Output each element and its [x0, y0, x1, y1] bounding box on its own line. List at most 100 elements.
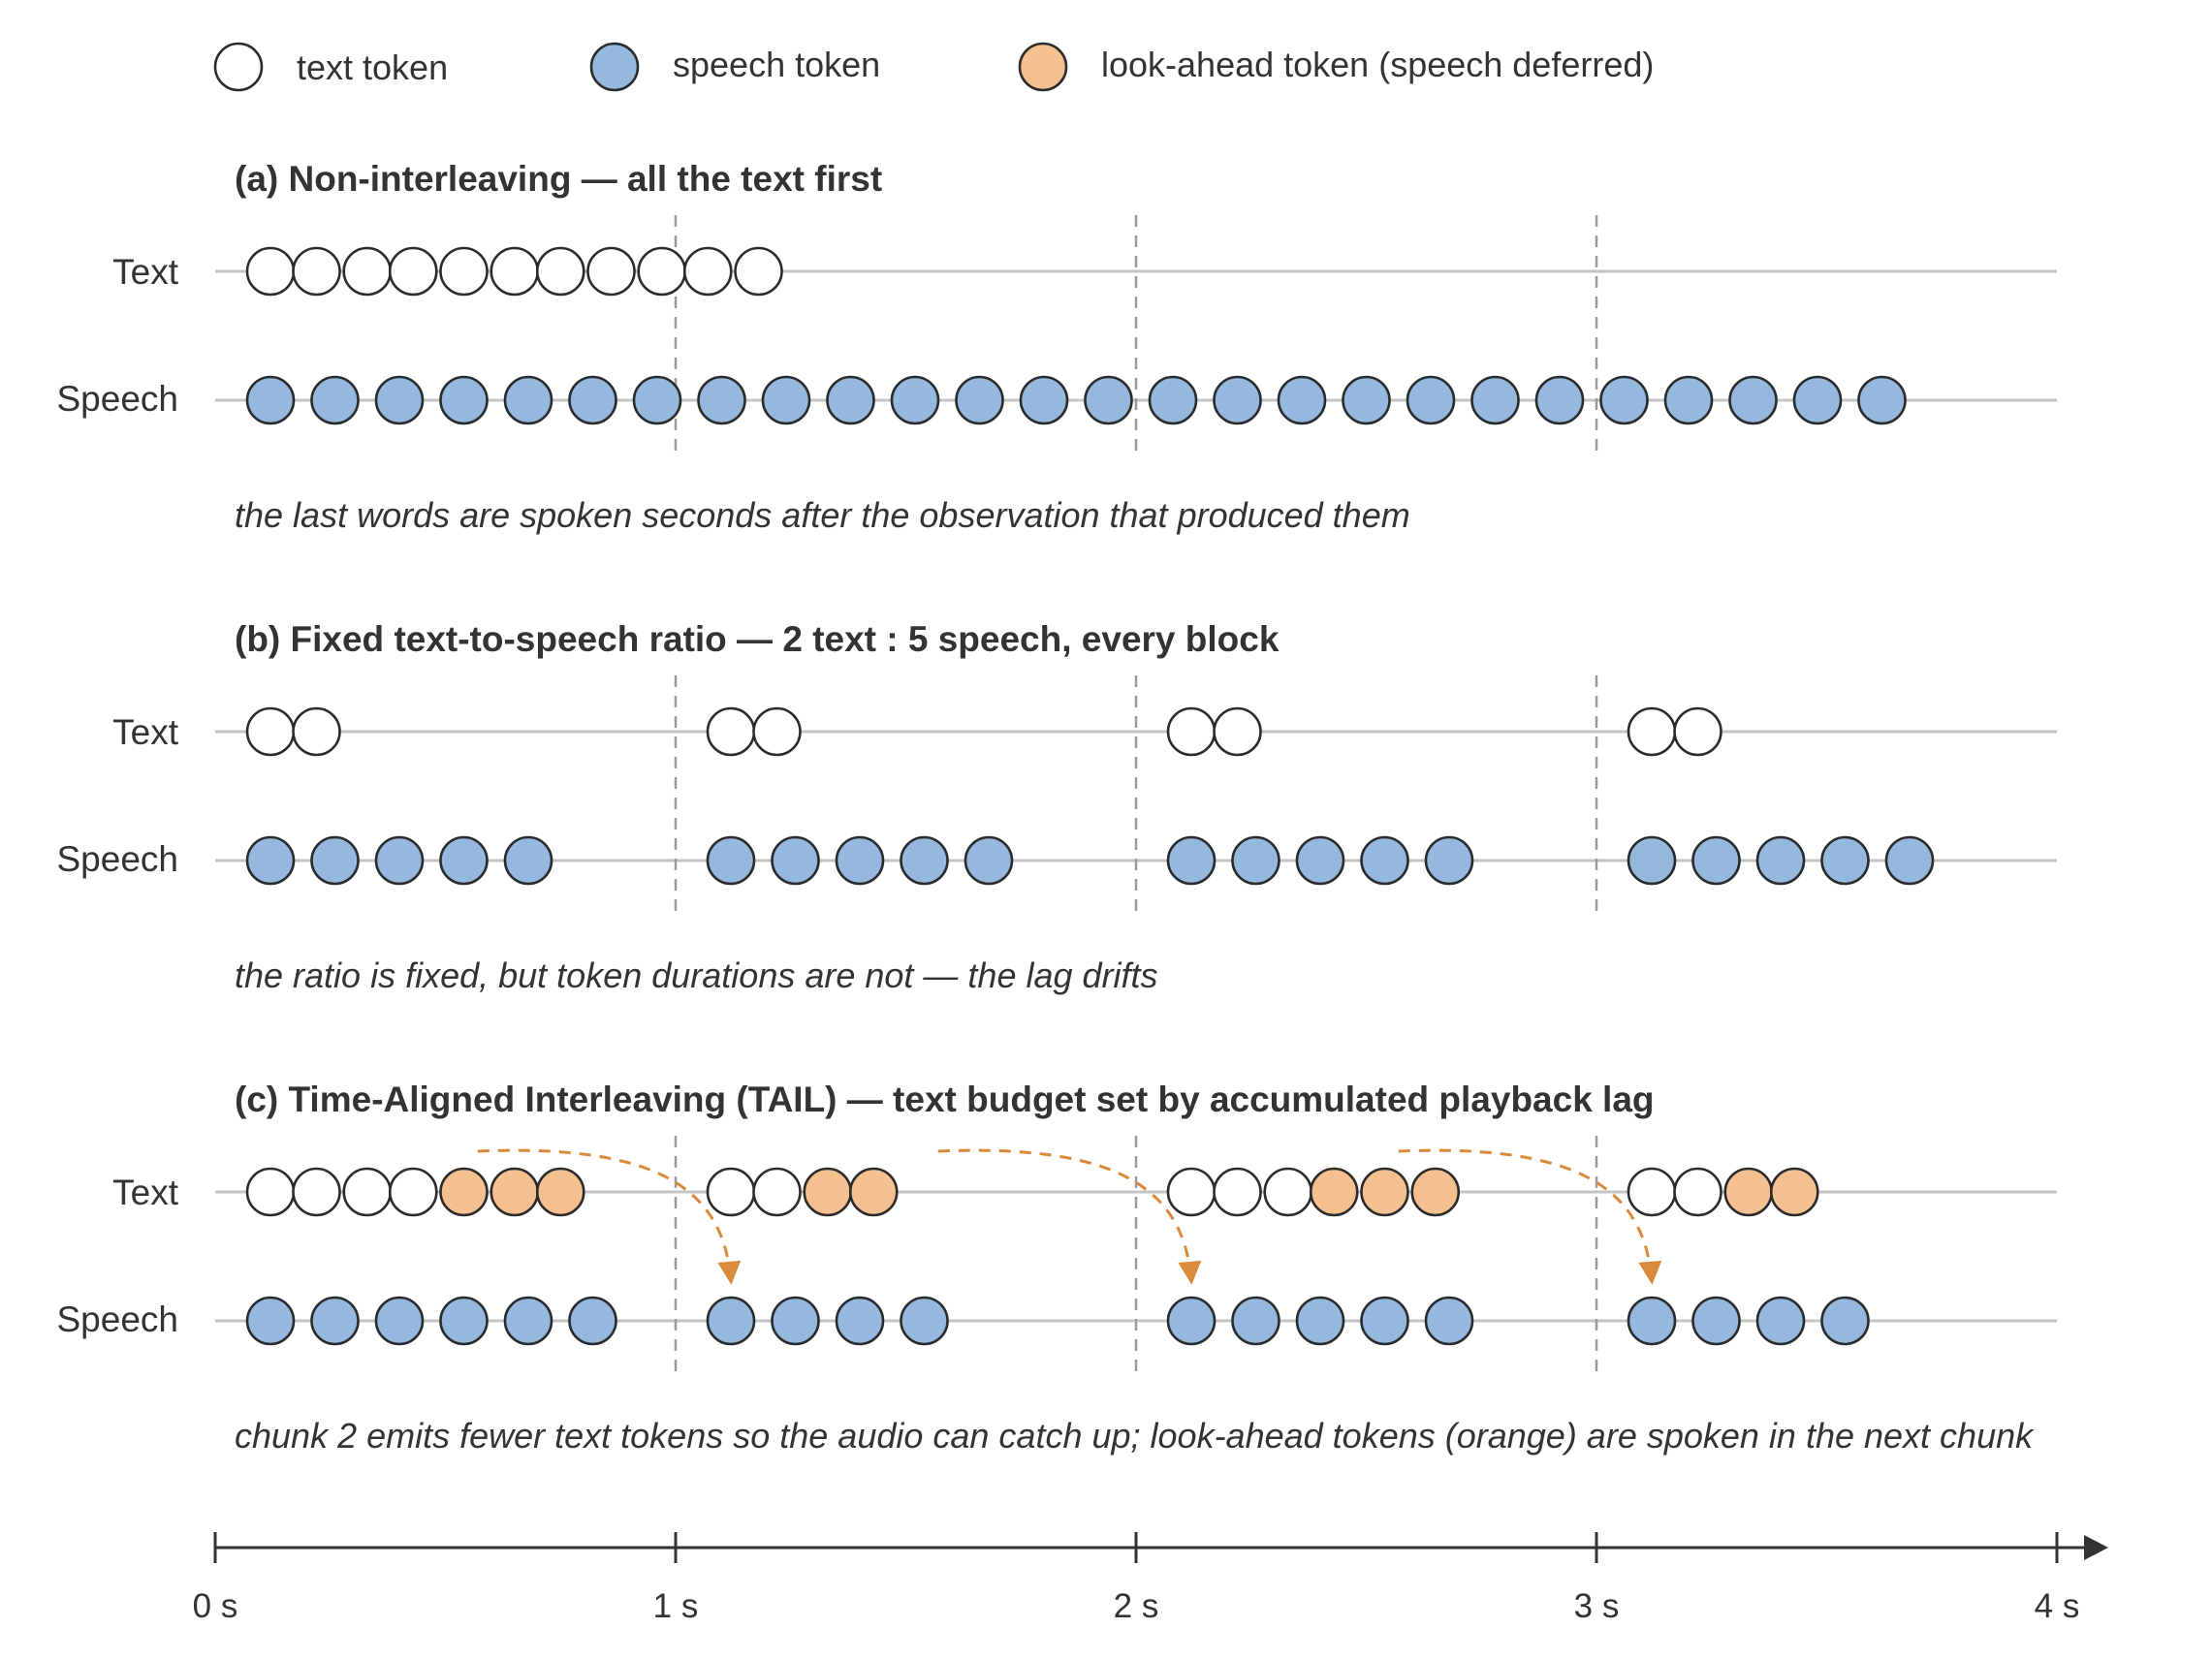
text-token — [637, 246, 687, 297]
speech-token — [1691, 835, 1741, 886]
speech-token — [1820, 835, 1870, 886]
text-token — [1627, 1167, 1677, 1217]
speech-token — [1277, 375, 1327, 425]
row-label-text: Text — [112, 1173, 179, 1212]
text-token — [439, 246, 489, 297]
axis-arrowhead — [2084, 1535, 2108, 1560]
text-token — [388, 246, 438, 297]
speech-token — [1424, 835, 1474, 886]
speech-token — [1084, 375, 1133, 425]
panel-title: (a) Non-interleaving — all the text firs… — [235, 159, 882, 199]
speech-token — [771, 1296, 820, 1346]
speech-token — [1360, 1296, 1409, 1346]
axis-tick-label: 4 s — [2035, 1587, 2080, 1625]
speech-token — [1755, 1296, 1806, 1346]
speech-token — [245, 1296, 296, 1346]
axis-tick-label: 0 s — [193, 1587, 238, 1625]
lookahead-token — [1723, 1167, 1774, 1217]
speech-token — [1691, 1296, 1741, 1346]
text-token — [245, 246, 296, 297]
speech-token — [374, 835, 425, 886]
row-label-speech: Speech — [57, 1300, 179, 1339]
speech-token — [439, 1296, 489, 1346]
speech-token — [900, 1296, 949, 1346]
speech-token — [826, 375, 875, 425]
speech-token — [245, 835, 296, 886]
legend: text token speech token look-ahead token… — [213, 42, 1654, 92]
speech-token — [1166, 835, 1217, 886]
speech-token — [632, 375, 682, 425]
legend-swatch-lookahead-token — [1018, 42, 1068, 92]
text-token — [245, 706, 296, 757]
lookahead-token — [803, 1167, 853, 1217]
deferral-arrow — [477, 1148, 742, 1285]
speech-token — [439, 375, 489, 425]
axis-tick-label: 1 s — [653, 1587, 699, 1625]
text-token-row — [245, 706, 1722, 757]
speech-token — [1627, 835, 1677, 886]
legend-label-speech-token: speech token — [673, 45, 880, 84]
panel-caption: the ratio is fixed, but token durations … — [235, 955, 1158, 995]
speech-token — [964, 835, 1014, 886]
panel-title: (b) Fixed text-to-speech ratio — 2 text … — [235, 619, 1280, 659]
speech-token — [1424, 1296, 1474, 1346]
speech-token — [761, 375, 811, 425]
speech-token-row — [245, 375, 1907, 425]
text-token — [388, 1167, 438, 1217]
speech-token — [955, 375, 1004, 425]
legend-item-text-token: text token — [213, 42, 448, 92]
speech-token — [706, 835, 756, 886]
speech-token — [1019, 375, 1069, 425]
deferral-arrow — [937, 1148, 1202, 1285]
text-token — [1627, 706, 1677, 757]
text-token — [586, 246, 636, 297]
text-token-row — [245, 1167, 1819, 1217]
text-token — [752, 1167, 802, 1217]
text-token — [682, 246, 733, 297]
chunk-dividers — [674, 215, 1598, 452]
legend-label-text-token: text token — [297, 47, 448, 87]
speech-token — [697, 375, 746, 425]
text-token — [1166, 1167, 1217, 1217]
panel-c: (c) Time-Aligned Interleaving (TAIL) — t… — [57, 1080, 2057, 1456]
text-token — [1673, 1167, 1722, 1217]
deferral-arrows — [477, 1148, 1662, 1285]
speech-token — [1231, 1296, 1280, 1346]
row-label-text: Text — [112, 712, 179, 752]
axis-tick-label: 3 s — [1574, 1587, 1620, 1625]
lookahead-token — [1309, 1167, 1359, 1217]
text-token — [706, 706, 756, 757]
speech-token — [1599, 375, 1649, 425]
speech-token — [245, 375, 296, 425]
text-token — [535, 246, 585, 297]
row-label-speech: Speech — [57, 379, 179, 419]
text-token — [1263, 1167, 1313, 1217]
deferral-arrow — [1398, 1148, 1662, 1285]
panel-caption: chunk 2 emits fewer text tokens so the a… — [235, 1416, 2035, 1456]
speech-token — [890, 375, 940, 425]
speech-token — [1166, 1296, 1217, 1346]
lookahead-token — [535, 1167, 585, 1217]
speech-token — [1534, 375, 1585, 425]
speech-token — [568, 375, 617, 425]
speech-token — [1295, 1296, 1345, 1346]
text-token — [1213, 706, 1262, 757]
text-token — [752, 706, 802, 757]
time-axis: 0 s 1 s 2 s 3 s 4 s — [193, 1532, 2108, 1625]
speech-token — [568, 1296, 617, 1346]
text-token — [342, 246, 393, 297]
speech-token — [439, 835, 489, 886]
speech-token — [503, 835, 553, 886]
speech-token — [374, 1296, 425, 1346]
speech-token — [1148, 375, 1198, 425]
text-token — [490, 246, 540, 297]
speech-token-row — [245, 1296, 1870, 1346]
speech-token — [1360, 835, 1409, 886]
text-token — [1213, 1167, 1262, 1217]
speech-token — [1406, 375, 1456, 425]
legend-item-lookahead-token: look-ahead token (speech deferred) — [1018, 42, 1654, 92]
speech-token — [1884, 835, 1935, 886]
speech-token — [1663, 375, 1714, 425]
speech-token — [1627, 1296, 1677, 1346]
